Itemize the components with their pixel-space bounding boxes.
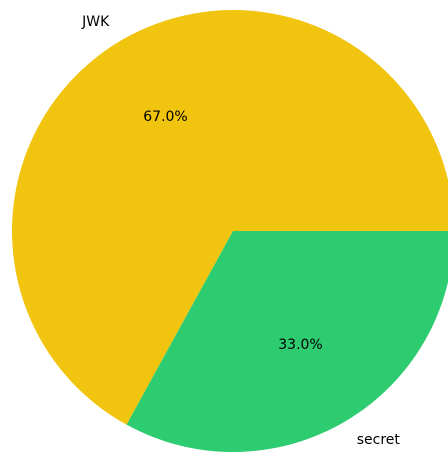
pie-slice-jwk <box>12 10 448 425</box>
pie-slice-secret <box>126 231 448 453</box>
pie-slice-label-jwk: JWK <box>81 14 110 30</box>
pie-labels: 67.0% JWK 33.0% secret <box>81 14 400 448</box>
pie-slice-label-secret: secret <box>357 432 401 448</box>
pie-slices <box>12 10 448 453</box>
pie-percent-label-secret: 33.0% <box>278 337 322 353</box>
pie-percent-label-jwk: 67.0% <box>143 109 187 125</box>
